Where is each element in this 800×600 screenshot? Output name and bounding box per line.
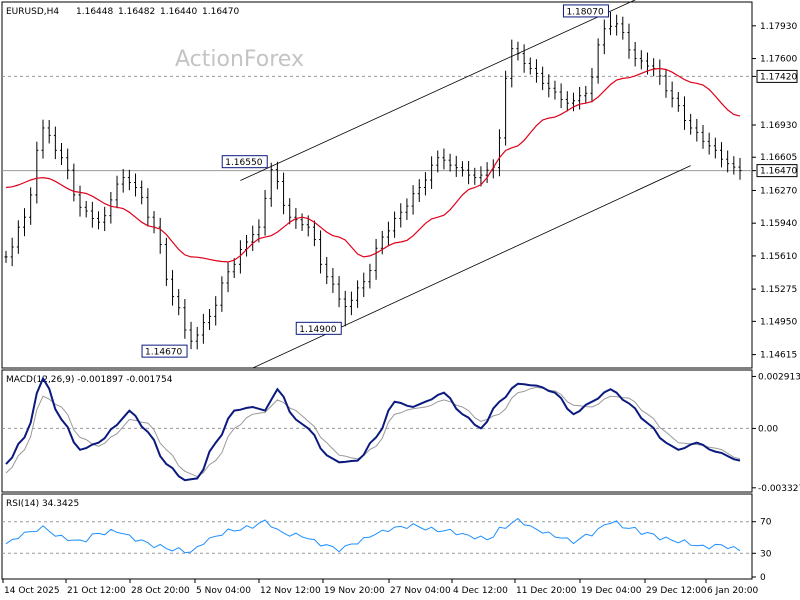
symbol-label: EURUSD,H4 (6, 7, 59, 17)
time-tick-label-1: 21 Oct 12:00 (67, 586, 126, 596)
pivot-label-2: 1.14900 (299, 325, 336, 335)
pivot-box-3 (562, 4, 609, 18)
price-tick-label-2: 1.17420 (760, 72, 797, 82)
rsi-line (5, 517, 741, 554)
rsi-tick-label-2: 0 (760, 573, 766, 583)
macd-readout: MACD(12,26,9) -0.001897 -0.001754 (6, 375, 173, 385)
pivot-box-2 (295, 321, 342, 335)
price-tick-label-4: 1.16605 (760, 153, 797, 163)
price-tick-label-11: 1.14615 (760, 351, 797, 361)
price-tick-label-7: 1.15940 (760, 219, 797, 229)
pivot-label-1: 1.14670 (145, 348, 182, 358)
rsi-plot-layer (2, 517, 752, 554)
time-tick-label-8: 11 Dec 20:00 (516, 586, 577, 596)
time-tick-label-5: 19 Nov 20:00 (324, 586, 385, 596)
price-tick-label-6: 1.16270 (760, 186, 797, 196)
price-tag-box-5 (756, 164, 798, 178)
price-tick-label-10: 1.14950 (760, 317, 797, 327)
macd-signal-line (5, 386, 741, 478)
pivot-box-0 (221, 155, 268, 169)
macd-tick-label-1: 0.00 (758, 424, 778, 434)
rsi-readout: RSI(14) 34.3425 (6, 499, 79, 509)
pivot-box-1 (141, 344, 188, 358)
price-tick-label-5: 1.16470 (760, 167, 797, 177)
axes-layer: 1.17930 1.17600 1.17420 1.16930 1.16605 1.164… (2, 22, 800, 596)
ohlc-low: 1.16440 (160, 7, 197, 17)
ohlc-open: 1.16448 (76, 7, 113, 17)
rsi-tick-label-1: 30 (760, 549, 772, 559)
time-tick-label-6: 27 Nov 04:00 (390, 586, 451, 596)
ohlc-high: 1.16482 (118, 7, 155, 17)
macd-plot-layer (2, 376, 752, 482)
macd-tick-label-0: 0.002913 (758, 372, 800, 382)
price-tick-label-9: 1.15275 (760, 285, 797, 295)
time-tick-label-9: 19 Dec 04:00 (581, 586, 642, 596)
moving-average-line (5, 67, 741, 263)
price-tick-label-1: 1.17600 (760, 55, 797, 65)
time-tick-label-11: 6 Jan 20:00 (707, 586, 759, 596)
price-tick-label-8: 1.15610 (760, 252, 797, 262)
pivot-label-3: 1.18070 (566, 7, 603, 17)
watermark: ActionForex (175, 47, 304, 72)
ohlc-close: 1.16470 (202, 7, 239, 17)
rsi-panel-frame (1, 493, 753, 580)
time-tick-label-4: 12 Nov 12:00 (260, 586, 321, 596)
time-tick-label-2: 28 Oct 20:00 (131, 586, 190, 596)
macd-tick-label-2: -0.003327 (758, 484, 800, 494)
rsi-tick-label-0: 70 (760, 518, 772, 528)
price-tag-box-2 (756, 69, 798, 83)
pivot-label-0: 1.16550 (225, 158, 262, 168)
main-plot-layer: 1.16550 1.14670 1.14900 1.18070 (2, 0, 752, 369)
time-tick-label-10: 29 Dec 12:00 (646, 586, 707, 596)
channel-lower-line (252, 165, 691, 369)
channel-upper-line (240, 0, 636, 181)
price-tick-label-0: 1.17930 (760, 22, 797, 32)
time-tick-label-7: 4 Dec 12:00 (453, 586, 508, 596)
time-tick-label-3: 5 Nov 04:00 (196, 586, 251, 596)
macd-panel-frame (1, 369, 753, 493)
price-tick-label-3: 1.16930 (760, 121, 797, 131)
macd-main-line (5, 376, 741, 482)
time-tick-label-0: 14 Oct 2025 (4, 586, 60, 596)
main-panel-frame (1, 1, 753, 369)
